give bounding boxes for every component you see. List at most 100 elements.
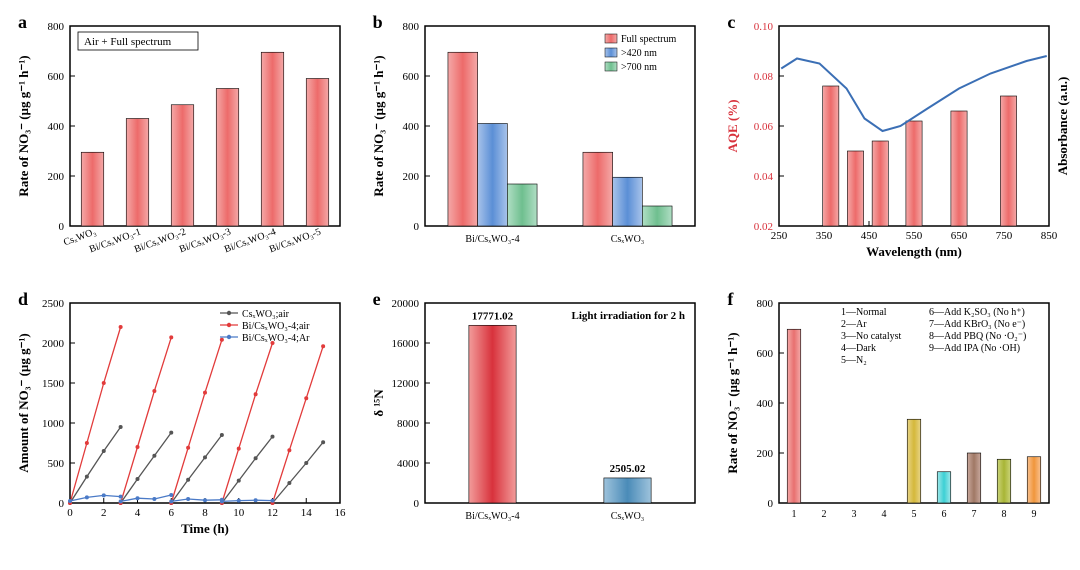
svg-text:8—Add PBQ (No ·O₂⁻): 8—Add PBQ (No ·O₂⁻) [929, 331, 1026, 342]
svg-text:12: 12 [267, 507, 278, 519]
svg-text:Light irradiation for 2 h: Light irradiation for 2 h [571, 310, 684, 322]
svg-text:20000: 20000 [391, 298, 419, 310]
svg-text:0.06: 0.06 [754, 121, 774, 133]
svg-text:Bi/CsₓWO₃-4: Bi/CsₓWO₃-4 [465, 234, 519, 245]
svg-text:250: 250 [771, 230, 788, 242]
panel-label-e: e [373, 289, 381, 310]
svg-text:AQE (%): AQE (%) [725, 99, 740, 152]
svg-text:0.08: 0.08 [754, 71, 774, 83]
svg-text:3: 3 [852, 509, 857, 520]
svg-text:2500: 2500 [42, 298, 65, 310]
svg-text:CsₓWO₃: CsₓWO₃ [610, 234, 644, 245]
svg-text:17771.02: 17771.02 [472, 310, 514, 322]
svg-text:9: 9 [1032, 509, 1037, 520]
svg-text:Bi/CsₓWO₃-4;Ar: Bi/CsₓWO₃-4;Ar [242, 333, 310, 344]
svg-text:7: 7 [972, 509, 977, 520]
panel-label-a: a [18, 12, 27, 33]
svg-text:9—Add IPA (No ·OH): 9—Add IPA (No ·OH) [929, 343, 1020, 354]
svg-text:Bi/CsₓWO₃-4: Bi/CsₓWO₃-4 [465, 511, 519, 522]
svg-text:350: 350 [816, 230, 833, 242]
chart-grid: a0200400600800Rate of NO₃⁻ (µg g⁻¹ h⁻¹)C… [0, 0, 1080, 570]
svg-text:2000: 2000 [42, 338, 65, 350]
svg-text:550: 550 [906, 230, 923, 242]
svg-text:5: 5 [912, 509, 917, 520]
svg-text:1: 1 [792, 509, 797, 520]
svg-text:0: 0 [768, 498, 774, 510]
svg-text:Rate of NO₃⁻ (µg g⁻¹ h⁻¹): Rate of NO₃⁻ (µg g⁻¹ h⁻¹) [725, 332, 740, 473]
panel-d: d 0 2 4 6 8 10 12 14 16 0 500 1000 1500 2000 2500 Time (… [8, 285, 363, 562]
svg-text:4: 4 [882, 509, 887, 520]
svg-text:400: 400 [402, 121, 419, 133]
svg-text:650: 650 [951, 230, 968, 242]
svg-text:>700 nm: >700 nm [621, 62, 657, 73]
svg-text:8: 8 [1002, 509, 1007, 520]
panel-label-b: b [373, 12, 383, 33]
svg-text:14: 14 [301, 507, 313, 519]
svg-text:6: 6 [169, 507, 175, 519]
svg-text:6: 6 [942, 509, 947, 520]
svg-text:Air + Full spectrum: Air + Full spectrum [84, 36, 172, 48]
svg-text:1000: 1000 [42, 418, 65, 430]
svg-text:750: 750 [996, 230, 1013, 242]
svg-text:Time (h): Time (h) [181, 521, 229, 536]
panel-label-c: c [727, 12, 735, 33]
svg-text:4000: 4000 [397, 458, 420, 470]
svg-text:0: 0 [59, 221, 65, 233]
panel-e: e 0 4000 8000 12000 16000 20000 δ ¹⁵N Bi/CsₓWO₃-… [363, 285, 718, 562]
svg-text:0: 0 [59, 498, 65, 510]
panel-a: a0200400600800Rate of NO₃⁻ (µg g⁻¹ h⁻¹)C… [8, 8, 363, 285]
svg-text:12000: 12000 [391, 378, 419, 390]
svg-text:400: 400 [757, 398, 774, 410]
panel-b: b 0 200 400 600 800 Rate of NO₃⁻ (µg g⁻¹ h⁻¹) B… [363, 8, 718, 285]
svg-text:8: 8 [202, 507, 208, 519]
svg-text:2—Ar: 2—Ar [841, 319, 867, 330]
svg-text:1500: 1500 [42, 378, 65, 390]
svg-text:Bi/CsₓWO₃-4;air: Bi/CsₓWO₃-4;air [242, 321, 310, 332]
svg-text:800: 800 [48, 21, 65, 33]
svg-text:>420 nm: >420 nm [621, 48, 657, 59]
svg-text:850: 850 [1041, 230, 1058, 242]
panel-f: f0200400600800Rate of NO₃⁻ (µg g⁻¹ h⁻¹)1… [717, 285, 1072, 562]
svg-text:Wavelength (nm): Wavelength (nm) [866, 244, 962, 259]
svg-text:16: 16 [335, 507, 347, 519]
svg-text:16000: 16000 [391, 338, 419, 350]
svg-text:200: 200 [757, 448, 774, 460]
panel-label-d: d [18, 289, 28, 310]
svg-text:CsₓWO₃;air: CsₓWO₃;air [242, 309, 290, 320]
svg-text:600: 600 [48, 71, 65, 83]
svg-text:800: 800 [402, 21, 419, 33]
svg-text:Rate of NO₃⁻ (µg g⁻¹ h⁻¹): Rate of NO₃⁻ (µg g⁻¹ h⁻¹) [371, 55, 386, 196]
svg-text:2505.02: 2505.02 [609, 463, 645, 475]
svg-text:0.10: 0.10 [754, 21, 774, 33]
svg-text:0: 0 [67, 507, 73, 519]
svg-text:10: 10 [233, 507, 245, 519]
svg-text:δ ¹⁵N: δ ¹⁵N [371, 389, 386, 417]
svg-text:6—Add K₂SO₃ (No h⁺): 6—Add K₂SO₃ (No h⁺) [929, 307, 1025, 318]
svg-text:0.02: 0.02 [754, 221, 773, 233]
svg-text:Absorbance (a.u.): Absorbance (a.u.) [1055, 77, 1070, 176]
svg-text:Rate of NO₃⁻ (µg g⁻¹ h⁻¹): Rate of NO₃⁻ (µg g⁻¹ h⁻¹) [16, 55, 31, 196]
svg-text:200: 200 [402, 171, 419, 183]
svg-text:CsₓWO₃: CsₓWO₃ [610, 511, 644, 522]
svg-text:500: 500 [48, 458, 65, 470]
svg-text:Amount of NO₃⁻ (µg g⁻¹): Amount of NO₃⁻ (µg g⁻¹) [16, 333, 31, 473]
svg-text:2: 2 [101, 507, 107, 519]
svg-text:0: 0 [413, 498, 419, 510]
svg-text:0.04: 0.04 [754, 171, 774, 183]
svg-text:4: 4 [135, 507, 141, 519]
svg-text:1—Normal: 1—Normal [841, 307, 887, 318]
svg-text:2: 2 [822, 509, 827, 520]
svg-text:450: 450 [861, 230, 878, 242]
svg-text:4—Dark: 4—Dark [841, 343, 876, 354]
svg-text:Full spectrum: Full spectrum [621, 34, 676, 45]
svg-text:600: 600 [757, 348, 774, 360]
svg-text:0: 0 [413, 221, 419, 233]
panel-c: c 250 350 450 550 650 750 850 0.02 0.04 0.06 0.08 0.… [717, 8, 1072, 285]
svg-text:3—No catalyst: 3—No catalyst [841, 331, 901, 342]
svg-text:5—N₂: 5—N₂ [841, 355, 867, 366]
svg-text:800: 800 [757, 298, 774, 310]
svg-text:600: 600 [402, 71, 419, 83]
svg-text:7—Add KBrO₃ (No e⁻): 7—Add KBrO₃ (No e⁻) [929, 319, 1025, 330]
svg-text:8000: 8000 [397, 418, 420, 430]
svg-text:Bi/CsₓWO₃-5: Bi/CsₓWO₃-5 [268, 226, 323, 255]
